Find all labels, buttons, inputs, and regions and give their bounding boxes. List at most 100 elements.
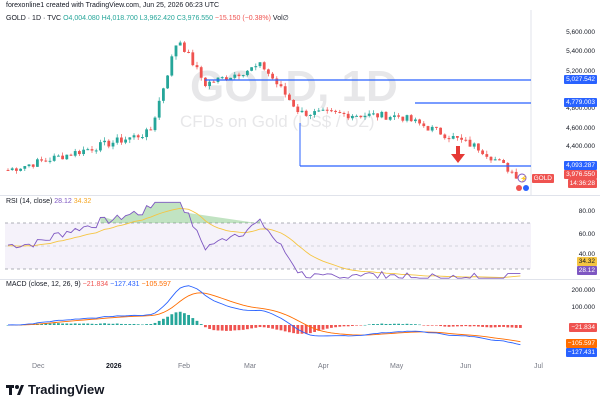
macd-hist-bar [48,323,52,325]
rsi-chart[interactable] [0,195,600,280]
candle-body [393,115,396,118]
candle-body [376,113,379,118]
flag-icon-2 [523,185,529,191]
macd-hist-bar [422,325,426,326]
candle-body [481,150,484,155]
macd-hist-bar [493,325,497,328]
rsi-ma-tag: 34.32 [576,257,597,266]
macd-hist-bar [99,323,102,325]
candle-body [275,78,279,85]
candle-body [300,110,304,113]
high-value: H4,018.700 [101,15,138,22]
candle-body [48,160,52,162]
candle-body [78,151,81,155]
watermark-subtitle: CFDs on Gold (US$ / OZ) [180,112,375,131]
candle-body [86,149,90,151]
macd-hist-bar [241,325,245,330]
candle-body [187,51,190,53]
macd-hist-bar [115,323,119,325]
candle-body [136,135,140,138]
symbol-name[interactable]: GOLD · 1D · TVC [6,15,62,22]
candle-body [380,111,384,118]
macd-chart[interactable] [0,279,600,359]
macd-hist-bar [220,325,224,331]
macd-hist-bar [162,318,165,325]
macd-hist-bar [498,325,501,328]
macd-hist-bar [388,323,392,325]
candle-body [485,154,489,157]
candle-body [313,111,316,115]
rsi-axis-60: 60.00 [578,231,595,238]
candle-body [472,143,476,147]
time-label-jun: Jun [460,363,472,370]
macd-hist-bar [472,325,476,327]
candle-body [409,115,413,122]
candle-body [103,140,106,143]
tradingview-logo[interactable]: TradingView [6,382,104,397]
candle-body [229,77,232,80]
price-chart[interactable]: ⚡ [0,0,600,195]
time-label-may: May [390,363,404,370]
candle-body [149,129,153,131]
macd-hist-bar [418,324,421,326]
lightning-icon [517,173,527,183]
candle-body [258,62,262,67]
candle-body [367,113,371,116]
candle-body [40,159,43,161]
candle-body [132,135,136,138]
macd-hist-bar [288,325,291,333]
candle-body [178,42,182,46]
level-tag-4779: 4,779.003 [564,98,597,107]
candle-body [241,75,245,77]
candle-body [401,116,405,121]
macd-hist-bar [57,323,60,325]
candle-body [57,155,60,157]
macd-hist-bar [90,323,94,325]
candle-body [502,160,505,163]
macd-axis-200: 200.000 [571,287,596,294]
candle-body [346,113,350,119]
macd-hist-bar [61,323,64,325]
macd-hist-bar [246,325,249,330]
candle-body [115,137,119,143]
macd-hist-bar [187,314,190,325]
macd-hist-bar [443,325,447,327]
macd-hist-bar [120,323,123,325]
macd-hist-bar [510,325,514,328]
rsi-label[interactable]: RSI (14, close) [6,198,53,205]
candle-body [195,65,199,68]
macd-hist-bar [367,324,371,325]
macd-label[interactable]: MACD (close, 12, 26, 9) [6,281,81,288]
candle-body [510,171,514,173]
publisher-header: forexonline1 created with TradingView.co… [6,2,220,9]
candle-body [212,81,216,83]
candle-body [73,151,77,156]
macd-hist-bar [351,325,354,326]
candle-body [111,142,115,147]
macd-hist-bar [157,320,161,325]
macd-hist-bar [178,311,182,325]
macd-histogram [6,311,522,334]
macd-hist-bar [359,325,363,326]
time-label-dec: Dec [32,363,45,370]
macd-hist-bar [405,323,409,325]
macd-hist-bar [216,325,220,331]
time-label-feb: Feb [178,363,191,370]
macd-hist-bar [73,323,77,325]
macd-hist-bar [233,325,237,331]
macd-hist-bar [309,325,312,334]
candle-body [468,139,472,147]
candle-body [426,126,430,131]
macd-hist-bar [346,325,350,327]
candle-body [271,73,274,79]
macd-hist-bar [514,325,518,328]
rsi-value: 28.12 [54,198,72,205]
candle-body [342,112,346,114]
macd-hist-bar [145,324,148,325]
macd-hist-bar [363,324,367,326]
macd-hist-bar [65,323,69,325]
macd-hist-bar [279,325,283,331]
candle-body [359,115,363,118]
macd-hist-bar [384,323,388,325]
macd-hist-bar [275,325,279,330]
